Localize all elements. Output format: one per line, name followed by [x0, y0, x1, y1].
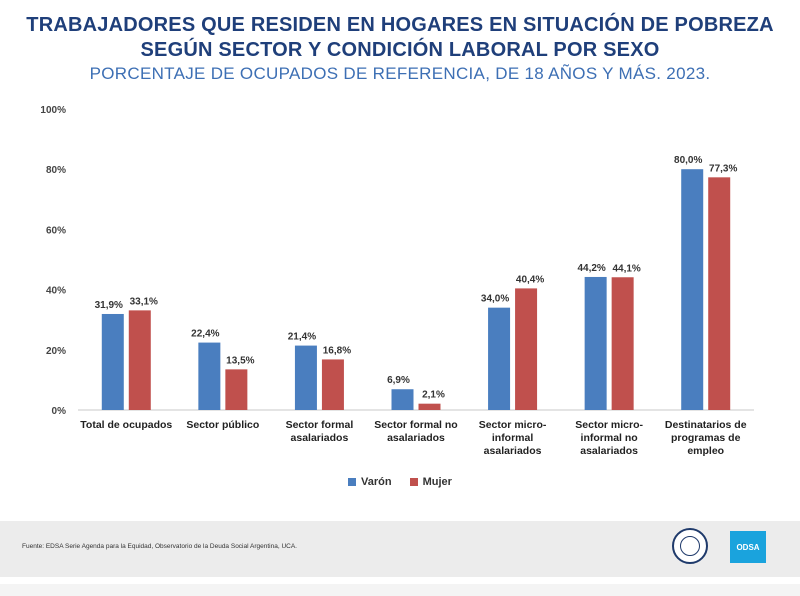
x-category-label: informal [492, 432, 534, 444]
x-category-label: asalariados [580, 445, 638, 457]
footer: Fuente: EDSA Serie Agenda para la Equida… [0, 521, 800, 577]
data-label: 44,2% [577, 263, 605, 274]
legend-item-varon: Varón [348, 476, 392, 488]
bar-varon [488, 307, 511, 410]
bar-mujer [708, 177, 731, 410]
data-label: 34,0% [481, 294, 509, 305]
legend: Varón Mujer [0, 476, 800, 488]
data-label: 22,4% [191, 329, 219, 340]
y-tick-label: 40% [46, 286, 66, 297]
data-label: 6,9% [387, 375, 410, 386]
y-tick-label: 80% [46, 165, 66, 176]
data-label: 31,9% [95, 300, 123, 311]
bottom-strip [0, 584, 800, 596]
x-category-label: Sector micro- [479, 419, 547, 431]
y-tick-label: 20% [46, 346, 66, 357]
data-label: 80,0% [674, 155, 702, 166]
legend-label-varon: Varón [361, 476, 392, 488]
data-label: 2,1% [422, 390, 445, 401]
x-category-label: Sector micro- [575, 419, 643, 431]
chart-subtitle: PORCENTAJE DE OCUPADOS DE REFERENCIA, DE… [89, 64, 711, 83]
x-category-label: asalariados [291, 432, 349, 444]
bar-mujer [321, 359, 344, 410]
data-label: 44,1% [612, 263, 640, 274]
bar-varon [101, 313, 124, 410]
y-tick-label: 0% [52, 406, 67, 417]
x-category-label: Sector formal [286, 419, 354, 431]
data-label: 16,8% [323, 345, 351, 356]
bar-mujer [128, 310, 151, 410]
bar-mujer [611, 277, 634, 410]
legend-swatch-varon [348, 478, 357, 486]
x-category-label: asalariados [387, 432, 445, 444]
bar-mujer [225, 369, 248, 410]
y-tick-label: 60% [46, 225, 66, 236]
x-category-label: empleo [687, 445, 724, 457]
bar-mujer [418, 403, 441, 410]
x-category-label: Sector formal no [374, 419, 457, 431]
data-label: 13,5% [226, 355, 254, 366]
odsa-logo: ODSA [730, 531, 766, 563]
x-category-label: programas de [671, 432, 741, 444]
legend-label-mujer: Mujer [422, 476, 452, 488]
y-tick-label: 100% [40, 105, 66, 116]
bar-varon [584, 276, 607, 410]
x-category-label: informal no [581, 432, 638, 444]
x-category-label: Destinatarios de [665, 419, 747, 431]
x-category-label: Total de ocupados [80, 419, 172, 431]
chart-title-line2: SEGÚN SECTOR Y CONDICIÓN LABORAL POR SEX… [140, 39, 660, 61]
bar-varon [294, 345, 317, 410]
source-note: Fuente: EDSA Serie Agenda para la Equida… [22, 543, 297, 550]
x-category-label: Sector público [186, 419, 259, 431]
x-category-label: asalariados [484, 445, 542, 457]
legend-item-mujer: Mujer [409, 476, 452, 488]
uca-seal-icon [672, 528, 708, 564]
legend-swatch-mujer [409, 478, 418, 486]
bar-varon [198, 342, 221, 410]
chart-title-line1: TRABAJADORES QUE RESIDEN EN HOGARES EN S… [26, 14, 774, 36]
bar-varon [391, 389, 414, 410]
data-label: 33,1% [130, 296, 158, 307]
data-label: 21,4% [288, 332, 316, 343]
bar-varon [681, 169, 704, 410]
data-label: 77,3% [709, 163, 737, 174]
bar-mujer [515, 288, 538, 410]
bar-chart: 0% 20% 40% 60% 80% 100% 31,9% 33,1% Total de ocu… [40, 105, 754, 457]
data-label: 40,4% [516, 274, 544, 285]
